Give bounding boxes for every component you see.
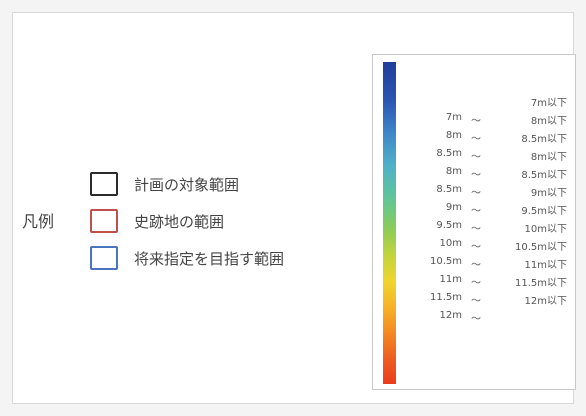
scale-from: 8.5m: [436, 184, 462, 195]
scale-row: 10.5m ～ 11m以下: [373, 253, 577, 271]
scale-tilde: ～: [471, 224, 481, 235]
scale-tilde: ～: [471, 188, 481, 199]
scale-row: 8m ～ 8.5m以下: [373, 127, 577, 145]
scale-tilde: ～: [471, 296, 481, 307]
legend-label: 史跡地の範囲: [134, 212, 225, 231]
scale-from: 10m: [439, 238, 462, 249]
scale-tilde: ～: [471, 206, 481, 217]
scale-to: 11m以下: [524, 260, 567, 271]
scale-to: 8m以下: [530, 116, 567, 127]
scale-to: 12m以下: [524, 296, 567, 307]
scale-row: 7m ～ 8m以下: [373, 109, 577, 127]
scale-from: 12m: [439, 310, 462, 321]
scale-from: 9.5m: [436, 220, 462, 231]
scale-to: 10m以下: [524, 224, 567, 235]
legend-title: 凡例: [22, 212, 55, 231]
scale-from: 8m: [445, 166, 462, 177]
legend-item-historic-site: 史跡地の範囲: [90, 208, 224, 234]
scale-row: 12m ～: [373, 307, 577, 325]
scale-to: 8m以下: [530, 152, 567, 163]
scale-to: 11.5m以下: [514, 278, 567, 289]
scale-to: 8.5m以下: [521, 170, 567, 181]
scale-from: 11.5m: [429, 292, 462, 303]
scale-from: 8m: [445, 130, 462, 141]
legend-label: 計画の対象範囲: [134, 175, 240, 194]
elevation-scale: 7m以下 7m ～ 8m以下 8m ～ 8.5m以下 8.5m ～ 8m以下 8…: [372, 54, 576, 390]
scale-tilde: ～: [471, 152, 481, 163]
legend-label: 将来指定を目指す範囲: [134, 249, 285, 268]
scale-tilde: ～: [471, 170, 481, 181]
scale-tilde: ～: [471, 134, 481, 145]
scale-row: 9m ～ 9.5m以下: [373, 199, 577, 217]
scale-to: 10.5m以下: [514, 242, 567, 253]
scale-tilde: ～: [471, 260, 481, 271]
scale-from: 10.5m: [429, 256, 462, 267]
scale-row: 9.5m ～ 10m以下: [373, 217, 577, 235]
legend-item-future-designation: 将来指定を目指す範囲: [90, 245, 284, 271]
scale-to: 9.5m以下: [521, 206, 567, 217]
scale-row: 8.5m ～ 9m以下: [373, 181, 577, 199]
scale-from: 8.5m: [436, 148, 462, 159]
scale-row: 10m ～ 10.5m以下: [373, 235, 577, 253]
scale-tilde: ～: [471, 116, 481, 127]
scale-row: 7m以下: [373, 91, 577, 109]
future-designation-swatch: [90, 246, 118, 270]
scale-tilde: ～: [471, 242, 481, 253]
scale-to: 7m以下: [530, 98, 567, 109]
historic-site-swatch: [90, 209, 118, 233]
plan-area-swatch: [90, 172, 118, 196]
scale-from: 7m: [445, 112, 462, 123]
legend-item-plan-area: 計画の対象範囲: [90, 171, 239, 197]
scale-from: 9m: [445, 202, 462, 213]
color-gradient-bar: [383, 62, 396, 384]
scale-from: 11m: [439, 274, 462, 285]
scale-row: 11.5m ～ 12m以下: [373, 289, 577, 307]
scale-row: 11m ～ 11.5m以下: [373, 271, 577, 289]
scale-tilde: ～: [471, 314, 481, 325]
scale-row: 8.5m ～ 8m以下: [373, 145, 577, 163]
scale-row: 8m ～ 8.5m以下: [373, 163, 577, 181]
scale-to: 8.5m以下: [521, 134, 567, 145]
scale-tilde: ～: [471, 278, 481, 289]
scale-to: 9m以下: [530, 188, 567, 199]
